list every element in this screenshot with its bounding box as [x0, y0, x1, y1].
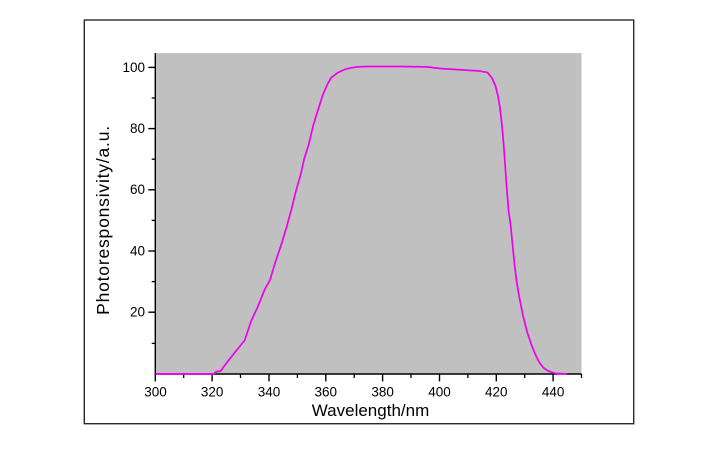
svg-text:340: 340 [258, 385, 281, 400]
svg-text:400: 400 [428, 385, 451, 400]
svg-text:40: 40 [130, 243, 145, 258]
svg-text:20: 20 [130, 305, 145, 320]
svg-text:Photoresponsivity/a.u.: Photoresponsivity/a.u. [93, 125, 113, 315]
svg-text:60: 60 [130, 182, 145, 197]
svg-text:Wavelength/nm: Wavelength/nm [312, 401, 429, 420]
svg-text:380: 380 [371, 385, 394, 400]
svg-text:80: 80 [130, 121, 145, 136]
svg-text:300: 300 [144, 385, 167, 400]
svg-text:420: 420 [485, 385, 508, 400]
svg-text:100: 100 [122, 60, 145, 75]
svg-text:360: 360 [315, 385, 338, 400]
svg-text:320: 320 [201, 385, 224, 400]
svg-text:440: 440 [542, 385, 565, 400]
